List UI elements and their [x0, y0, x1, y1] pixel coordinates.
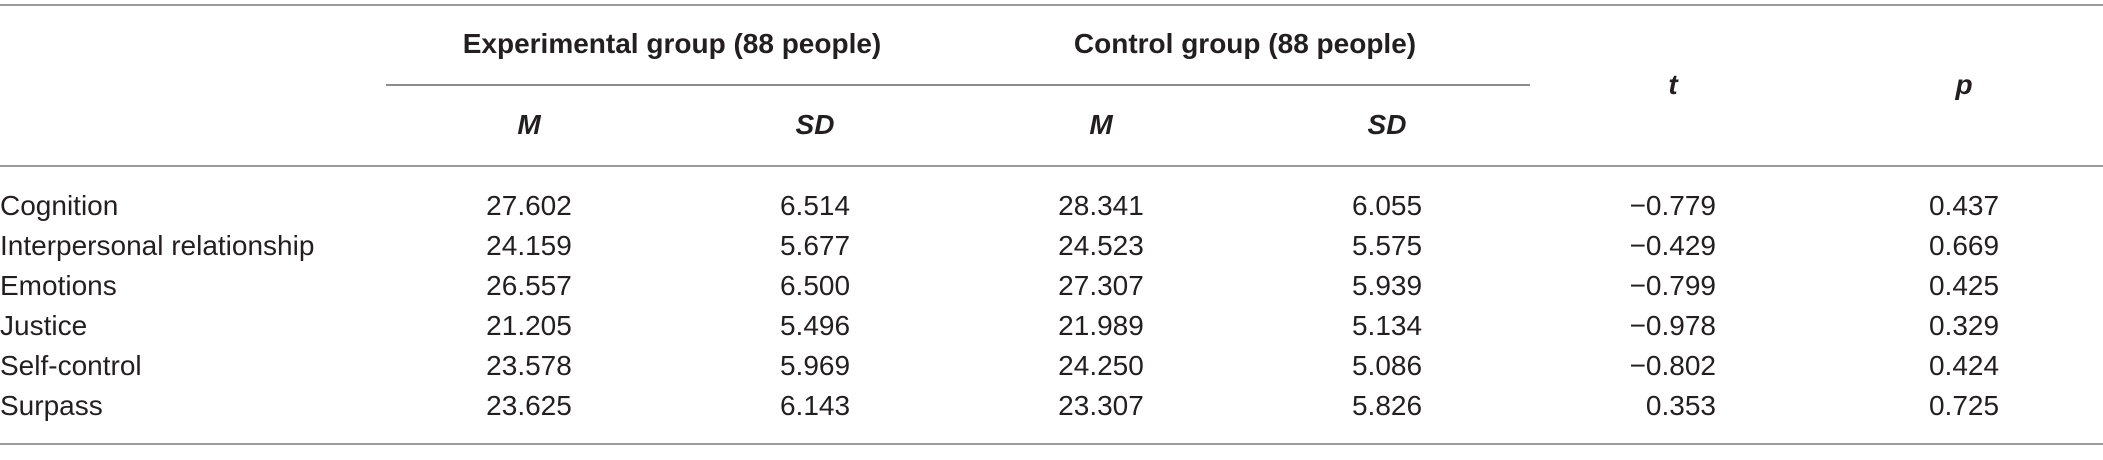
table-bottom-rule [0, 443, 2103, 445]
header-p: p [1955, 69, 1973, 100]
header-exp-sd: SD [795, 109, 835, 140]
cell-t: −0.978 [1629, 310, 1716, 341]
table-top-rule [0, 4, 2103, 6]
cell-exp-m: 24.159 [486, 230, 572, 261]
cell-exp-m: 26.557 [486, 270, 572, 301]
cell-ctl-m: 23.307 [1058, 390, 1144, 421]
cell-exp-sd: 6.514 [779, 190, 851, 221]
row-label: Self-control [0, 350, 142, 381]
header-bottom-rule [0, 165, 2103, 167]
header-experimental-group: Experimental group (88 people) [462, 28, 882, 59]
row-label: Surpass [0, 390, 103, 421]
cell-ctl-sd: 5.086 [1351, 350, 1423, 381]
cell-exp-sd: 6.500 [779, 270, 851, 301]
cell-exp-sd: 6.143 [779, 390, 851, 421]
group-span-rule [386, 84, 1530, 86]
cell-p: 0.425 [1928, 270, 2000, 301]
cell-p: 0.669 [1928, 230, 2000, 261]
cell-ctl-sd: 5.939 [1351, 270, 1423, 301]
row-label: Interpersonal relationship [0, 230, 315, 261]
cell-ctl-m: 24.523 [1058, 230, 1144, 261]
cell-p: 0.329 [1928, 310, 2000, 341]
header-ctl-m: M [1089, 109, 1113, 140]
cell-exp-m: 23.578 [486, 350, 572, 381]
cell-ctl-sd: 6.055 [1351, 190, 1423, 221]
row-label: Cognition [0, 190, 119, 221]
cell-exp-m: 23.625 [486, 390, 572, 421]
cell-p: 0.437 [1928, 190, 2000, 221]
cell-ctl-m: 24.250 [1058, 350, 1144, 381]
header-control-group: Control group (88 people) [1073, 28, 1417, 59]
cell-ctl-sd: 5.826 [1351, 390, 1423, 421]
cell-exp-sd: 5.969 [779, 350, 851, 381]
cell-ctl-m: 27.307 [1058, 270, 1144, 301]
cell-p: 0.725 [1928, 390, 2000, 421]
header-exp-m: M [517, 109, 541, 140]
cell-ctl-sd: 5.134 [1351, 310, 1423, 341]
cell-ctl-m: 28.341 [1058, 190, 1144, 221]
cell-ctl-m: 21.989 [1058, 310, 1144, 341]
cell-p: 0.424 [1928, 350, 2000, 381]
cell-ctl-sd: 5.575 [1351, 230, 1423, 261]
row-label: Justice [0, 310, 88, 341]
cell-exp-sd: 5.496 [779, 310, 851, 341]
cell-t: −0.802 [1629, 350, 1716, 381]
header-ctl-sd: SD [1367, 109, 1407, 140]
cell-t: −0.799 [1629, 270, 1716, 301]
cell-exp-sd: 5.677 [779, 230, 851, 261]
cell-t: −0.779 [1629, 190, 1716, 221]
cell-exp-m: 27.602 [486, 190, 572, 221]
cell-t: −0.429 [1629, 230, 1716, 261]
cell-exp-m: 21.205 [486, 310, 572, 341]
row-label: Emotions [0, 270, 117, 301]
cell-t: 0.353 [1645, 390, 1716, 421]
header-t: t [1668, 69, 1678, 100]
